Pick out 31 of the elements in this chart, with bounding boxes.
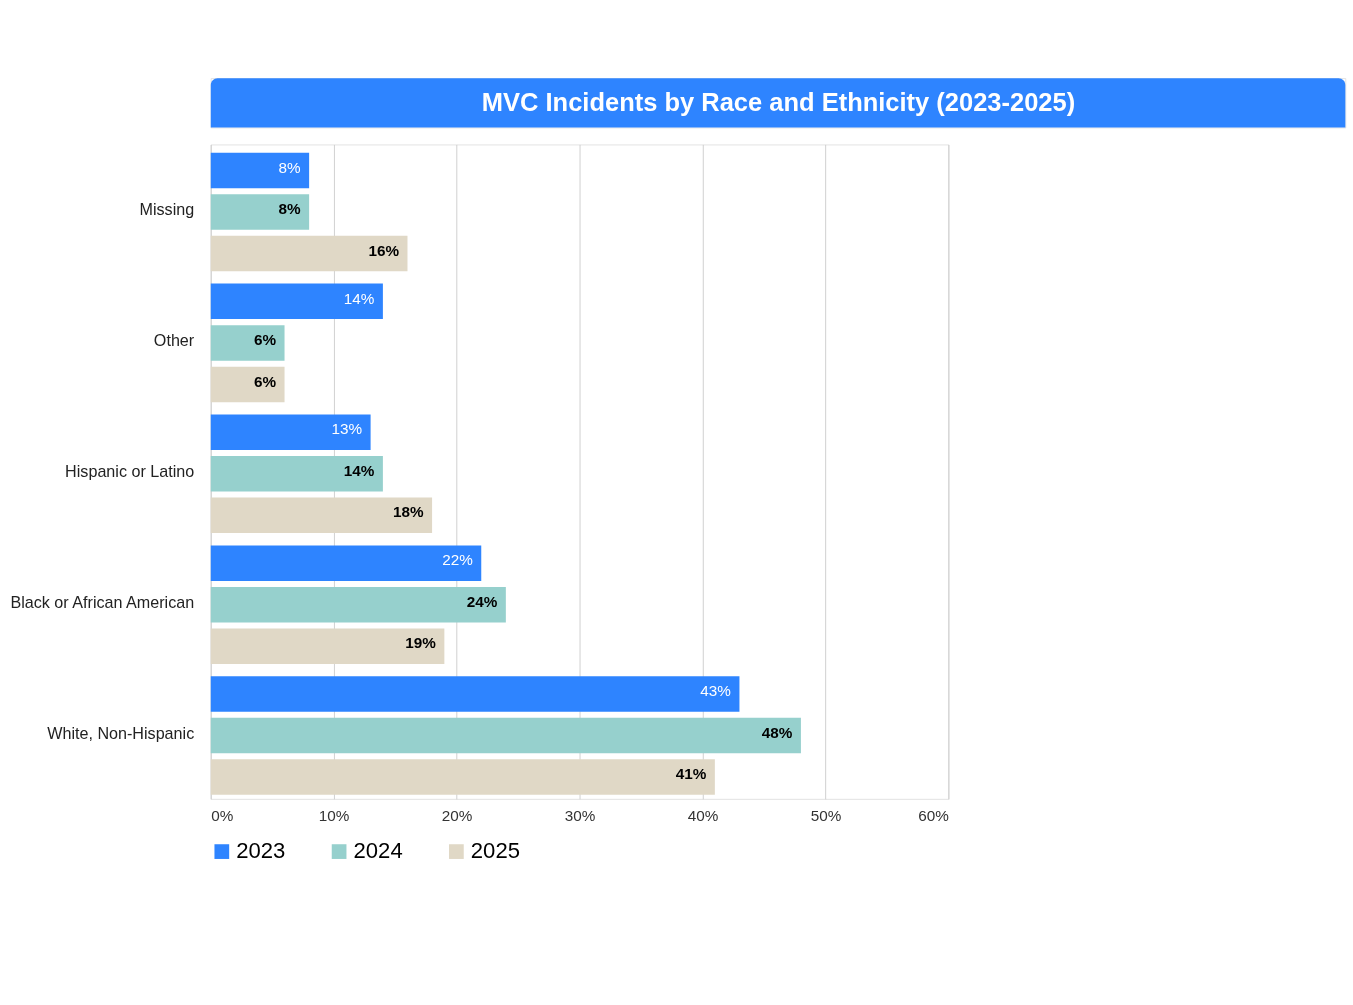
data-label: 14% xyxy=(343,289,375,307)
x-tick-label: 60% xyxy=(918,807,950,825)
legend-label: 2025 xyxy=(470,838,520,864)
data-label: 13% xyxy=(331,420,363,438)
data-label: 22% xyxy=(442,551,474,569)
x-tick-label: 10% xyxy=(318,807,350,825)
data-label: 19% xyxy=(405,634,437,652)
x-tick-label: 40% xyxy=(687,807,719,825)
data-label: 41% xyxy=(675,765,707,783)
data-label: 24% xyxy=(466,592,498,610)
y-tick-label: Other xyxy=(153,330,195,349)
data-label: 48% xyxy=(761,723,793,741)
data-label: 8% xyxy=(278,200,302,218)
data-label: 16% xyxy=(368,241,400,259)
y-tick-label: White, Non-Hispanic xyxy=(47,723,195,742)
x-tick-label: 30% xyxy=(564,807,596,825)
x-tick-label: 0% xyxy=(211,807,234,825)
data-label: 6% xyxy=(253,331,277,349)
data-label: 14% xyxy=(343,461,375,479)
x-tick-label: 50% xyxy=(810,807,842,825)
data-label: 18% xyxy=(392,503,424,521)
y-tick-label: Black or African American xyxy=(10,592,195,611)
data-label: 43% xyxy=(700,682,732,700)
y-tick-label: Missing xyxy=(139,200,195,219)
y-tick-label: Hispanic or Latino xyxy=(65,461,195,480)
legend-label: 2024 xyxy=(353,838,403,864)
x-tick-label: 20% xyxy=(441,807,473,825)
data-label: 6% xyxy=(253,372,277,390)
chart-title: MVC Incidents by Race and Ethnicity (2023-2025) xyxy=(481,88,1076,117)
legend-label: 2023 xyxy=(236,838,286,864)
data-label: 8% xyxy=(278,158,302,176)
